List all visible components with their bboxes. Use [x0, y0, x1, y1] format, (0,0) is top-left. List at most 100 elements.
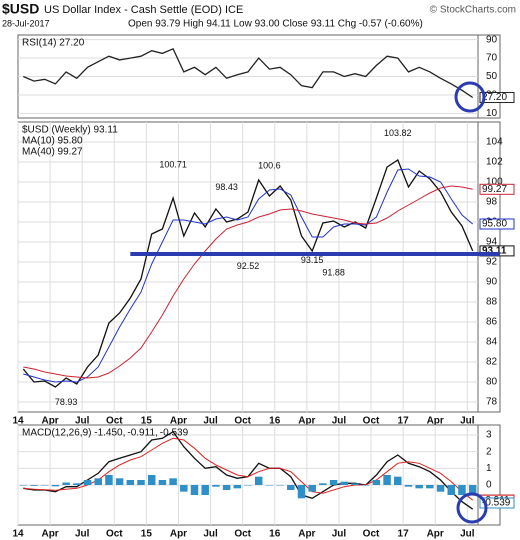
price-annotation: 78.93 [55, 397, 78, 407]
x-tick-label: Oct [106, 416, 123, 427]
histogram-bar [458, 485, 466, 495]
histogram-bar [137, 480, 145, 485]
x-tick-label: Oct [363, 529, 380, 540]
price-annotation: 98.43 [215, 182, 238, 192]
x-tick-label: Oct [234, 416, 251, 427]
x-tick-label: Apr [298, 529, 315, 540]
x-tick-label: 14 [12, 416, 24, 427]
x-tick-label: 16 [269, 416, 281, 427]
y-tick-label: 104 [486, 137, 503, 148]
histogram-bar [158, 480, 167, 485]
last-value-tag [479, 183, 515, 195]
x-tick-label: 16 [269, 529, 281, 540]
histogram-bar [361, 485, 370, 486]
last-value-tag [479, 92, 515, 104]
y-tick-label: 80 [486, 377, 498, 388]
y-tick-label: 92 [486, 257, 498, 268]
y-tick-label: 70 [486, 53, 498, 64]
panels: 1030507090RSI(14) 27.2027.20788082848688… [12, 34, 515, 540]
histogram-bar [265, 485, 274, 486]
y-tick-label: 102 [486, 157, 503, 168]
last-value-label: -0.539 [482, 498, 511, 509]
highlight-circle [456, 492, 488, 524]
x-tick-label: 14 [12, 529, 24, 540]
price-annotation: 100.71 [159, 159, 187, 169]
histogram-bar [468, 485, 477, 494]
legend-entry: $USD (Weekly) 93.11 [22, 125, 118, 136]
price-annotation: 93.15 [301, 255, 324, 265]
x-tick-label: Jul [460, 416, 475, 427]
legend-entry: MA(40) 99.27 [22, 147, 83, 158]
histogram-bar [180, 485, 188, 492]
last-value-tag [479, 497, 515, 509]
legend-entry: MA(10) 95.80 [22, 136, 83, 147]
y-tick-label: 88 [486, 297, 498, 308]
histogram-bar [190, 485, 199, 495]
x-tick-label: Apr [298, 416, 315, 427]
x-tick-label: Oct [363, 416, 380, 427]
highlight-circle [454, 81, 486, 113]
histogram-bar [212, 485, 220, 487]
histogram-bar [30, 485, 38, 486]
y-tick-label: 82 [486, 357, 498, 368]
histogram-bar [426, 485, 434, 489]
y-tick-label: 1 [486, 463, 492, 474]
histogram-bar [94, 478, 102, 485]
histogram-bar [73, 483, 81, 485]
histogram-bar [62, 482, 70, 485]
x-tick-label: Apr [170, 416, 187, 427]
x-tick-label: Jul [460, 529, 475, 540]
price-annotation: 91.88 [322, 268, 345, 278]
histogram-bar [329, 480, 338, 485]
series-line [22, 159, 474, 388]
histogram-bar [394, 476, 402, 485]
panel-frame [17, 424, 479, 526]
histogram-bar [83, 480, 92, 485]
date: 28-Jul-2017 [2, 18, 50, 28]
histogram-bar [436, 485, 445, 492]
y-tick-label: 84 [486, 337, 498, 348]
x-tick-label: Apr [170, 529, 187, 540]
legend-entry: -0.911, [127, 428, 157, 439]
y-tick-label: 78 [486, 397, 498, 408]
histogram-bar [41, 485, 49, 486]
symbol: $USD [2, 1, 39, 17]
histogram-bar [447, 485, 455, 495]
last-value-label: 95.80 [482, 219, 507, 230]
series-line [23, 430, 474, 510]
histogram-bar [254, 476, 263, 485]
y-tick-label: 2 [486, 446, 492, 457]
last-value-label: 27.20 [482, 92, 507, 103]
x-tick-label: Jul [75, 416, 90, 427]
series-line [23, 47, 474, 99]
price-annotation: 92.52 [237, 261, 260, 271]
quote: Open 93.79 High 94.11 Low 93.00 Close 93… [128, 19, 423, 30]
histogram-bar [169, 478, 177, 485]
last-value-label: 93.11 [482, 246, 507, 257]
histogram-bar [319, 483, 327, 485]
x-tick-label: Apr [41, 416, 58, 427]
x-tick-label: Oct [106, 529, 123, 540]
last-value-tag [479, 218, 515, 230]
y-tick-label: 10 [486, 108, 498, 119]
x-tick-label: Jul [332, 529, 347, 540]
legend-entry: MACD(12,26,9) -1.450, [22, 428, 125, 439]
histogram-bar [383, 475, 391, 485]
y-tick-label: 86 [486, 317, 498, 328]
x-tick-label: Oct [234, 529, 251, 540]
panel-frame [17, 424, 501, 526]
histogram-bar [233, 485, 242, 489]
instrument-name: US Dollar Index - Cash Settle (EOD) ICE [44, 4, 243, 16]
x-tick-label: 15 [141, 529, 153, 540]
histogram-bar [147, 475, 156, 485]
x-tick-label: 15 [141, 416, 153, 427]
histogram-bar [19, 485, 28, 486]
histogram-bar [222, 485, 231, 490]
x-tick-label: Jul [203, 529, 218, 540]
x-tick-label: Jul [332, 416, 347, 427]
y-tick-label: 90 [486, 277, 498, 288]
x-tick-label: Jul [75, 529, 90, 540]
histogram-bar [105, 475, 113, 485]
histogram-bar [340, 481, 349, 485]
y-tick-label: 94 [486, 237, 498, 248]
